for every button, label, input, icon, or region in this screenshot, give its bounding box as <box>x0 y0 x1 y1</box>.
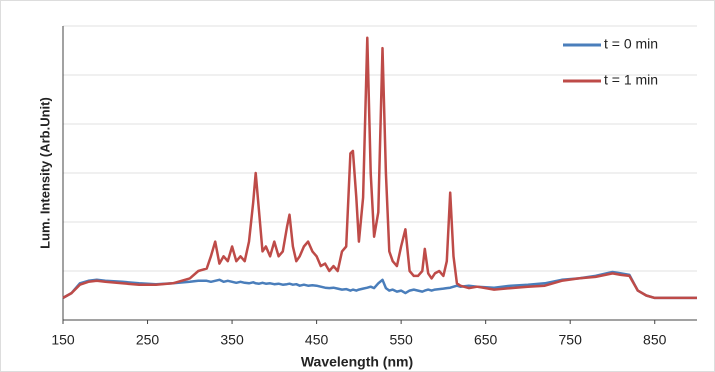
x-tick-label: 250 <box>136 332 160 348</box>
x-tick-label: 750 <box>559 332 583 348</box>
y-axis-label: Lum. Intensity (Arb.Unit) <box>37 97 52 249</box>
x-tick-label: 550 <box>389 332 413 348</box>
legend-label: t = 1 min <box>604 72 658 88</box>
x-axis-label: Wavelength (nm) <box>301 354 413 370</box>
x-tick-label: 850 <box>643 332 667 348</box>
x-tick-label: 450 <box>305 332 329 348</box>
x-tick-label: 350 <box>220 332 244 348</box>
legend-label: t = 0 min <box>604 36 658 52</box>
x-tick-label: 650 <box>474 332 498 348</box>
x-tick-label: 150 <box>51 332 75 348</box>
series-line <box>62 270 697 300</box>
series-line <box>62 36 697 300</box>
